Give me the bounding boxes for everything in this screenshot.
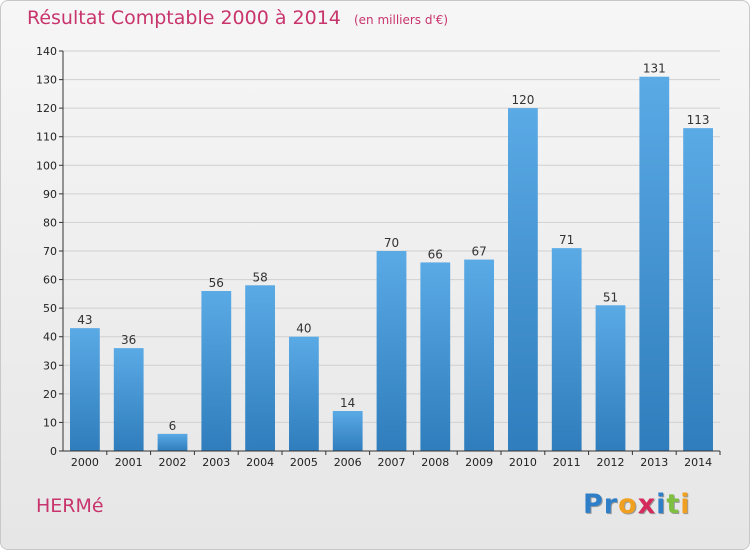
- bar: [420, 262, 451, 451]
- x-tick-label: 2000: [71, 456, 99, 469]
- x-tick-label: 2012: [597, 456, 625, 469]
- value-label: 58: [252, 270, 267, 284]
- value-label: 6: [169, 419, 177, 433]
- chart-title-row: Résultat Comptable 2000 à 2014 (en milli…: [27, 7, 448, 29]
- y-tick-label: 70: [43, 245, 57, 258]
- logo-letter: i: [680, 489, 691, 520]
- y-tick-label: 120: [36, 102, 57, 115]
- value-label: 113: [687, 113, 710, 127]
- x-tick-label: 2005: [290, 456, 318, 469]
- value-labels: 43 36 6 56 58 40 14 70 66 67 120 71 51 131 113: [77, 62, 709, 433]
- value-label: 51: [603, 290, 618, 304]
- x-tick-label: 2013: [640, 456, 668, 469]
- y-tick-label: 90: [43, 188, 57, 201]
- chart-title: Résultat Comptable 2000 à 2014: [27, 7, 341, 29]
- proxiti-logo: Proxiti: [583, 489, 691, 520]
- y-tick-label: 20: [43, 388, 57, 401]
- value-label: 14: [340, 396, 355, 410]
- y-tick-label: 100: [36, 159, 57, 172]
- bar: [157, 433, 188, 451]
- bar: [201, 291, 232, 451]
- x-tick-label: 2010: [509, 456, 537, 469]
- y-tick-label: 130: [36, 74, 57, 87]
- x-tick-label: 2009: [465, 456, 493, 469]
- bar: [332, 411, 363, 451]
- value-label: 67: [471, 245, 486, 259]
- value-label: 56: [209, 276, 224, 290]
- x-tick-label: 2004: [246, 456, 274, 469]
- x-tick-label: 2008: [421, 456, 449, 469]
- x-tick-label: 2014: [684, 456, 712, 469]
- bar: [464, 259, 494, 451]
- bar: [70, 328, 100, 451]
- x-tick-label: 2003: [202, 456, 230, 469]
- bar: [595, 305, 626, 451]
- y-tick-label: 40: [43, 331, 57, 344]
- bar: [683, 128, 713, 451]
- logo-letter: r: [603, 489, 619, 520]
- y-tick-label: 110: [36, 131, 57, 144]
- y-tick-label: 0: [50, 445, 57, 458]
- bar: [551, 248, 582, 451]
- y-tick-label: 50: [43, 302, 57, 315]
- value-label: 43: [77, 313, 92, 327]
- axes: 0 10 20 30 40 50 60 70 80 90 100 110 120 130 140 2000 20…: [36, 45, 721, 469]
- y-tick-label: 80: [43, 216, 57, 229]
- logo-letter: t: [666, 489, 681, 520]
- value-label: 40: [296, 322, 311, 336]
- x-tick-label: 2006: [334, 456, 362, 469]
- logo-letter: i: [656, 489, 667, 520]
- y-tick-label: 60: [43, 274, 57, 287]
- value-label: 71: [559, 233, 574, 247]
- bar: [508, 108, 538, 452]
- bar: [245, 285, 275, 451]
- y-tick-label: 140: [36, 45, 57, 58]
- bar: [376, 251, 407, 451]
- value-label: 131: [643, 62, 666, 76]
- logo-letter: x: [637, 489, 657, 520]
- bars: [70, 76, 713, 452]
- value-label: 70: [384, 236, 399, 250]
- bar: [639, 76, 670, 451]
- x-tick-label: 2002: [159, 456, 187, 469]
- chart-title-unit: (en milliers d'€): [353, 13, 449, 27]
- logo-letter: P: [583, 489, 604, 520]
- bar: [289, 336, 319, 451]
- value-label: 36: [121, 333, 136, 347]
- y-tick-label: 10: [43, 416, 57, 429]
- logo-letter: o: [618, 489, 638, 520]
- value-label: 120: [511, 93, 534, 107]
- value-label: 66: [428, 247, 443, 261]
- commune-name: HERMé: [36, 495, 104, 517]
- bar: [113, 348, 144, 451]
- y-tick-label: 30: [43, 359, 57, 372]
- x-tick-label: 2001: [115, 456, 143, 469]
- x-tick-label: 2011: [553, 456, 581, 469]
- x-tick-label: 2007: [378, 456, 406, 469]
